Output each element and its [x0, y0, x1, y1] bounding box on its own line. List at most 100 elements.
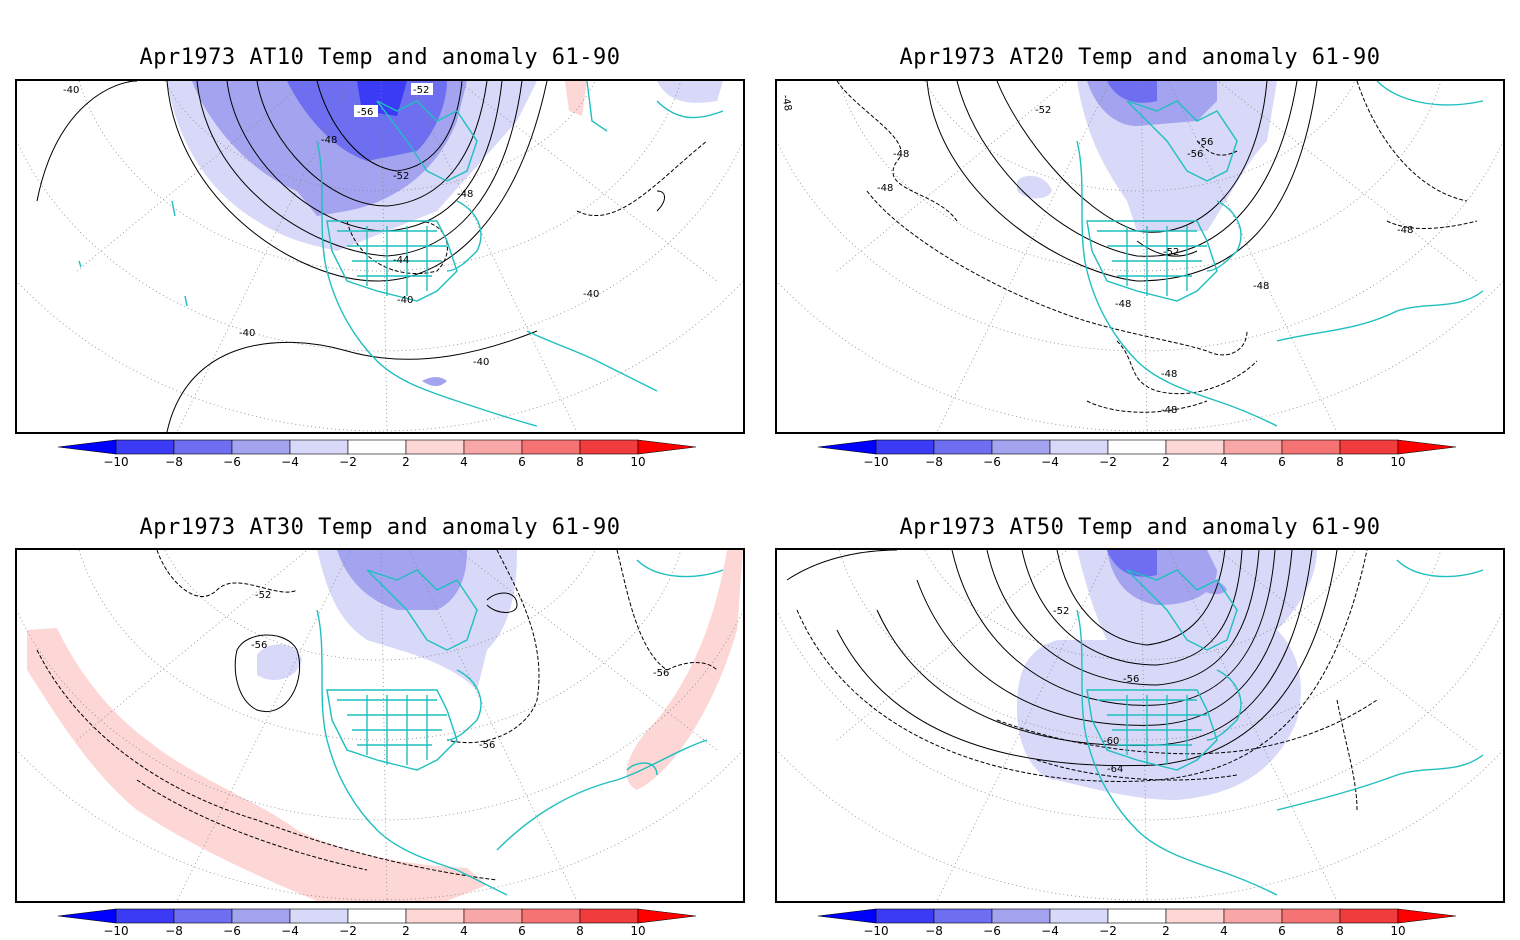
- colorbar-swatch: [463, 908, 523, 924]
- coastline: [78, 81, 724, 427]
- coastline: [1076, 81, 1484, 427]
- contour-label: -48: [1397, 225, 1413, 236]
- colorbar-tick-label: 4: [1220, 455, 1228, 469]
- colorbar-swatch: [991, 439, 1051, 455]
- colorbar-swatch: [173, 908, 233, 924]
- contour-label: -48: [457, 189, 473, 200]
- contour-label: -48: [779, 94, 793, 112]
- colorbar-swatch: [405, 908, 465, 924]
- anomaly-area: [1017, 175, 1052, 199]
- coastline: [1076, 559, 1484, 896]
- colorbar-tick-label: 8: [1336, 455, 1344, 469]
- colorbar-swatch: [818, 908, 877, 924]
- contour-label: -48: [1115, 299, 1131, 310]
- colorbar-swatch: [347, 908, 407, 924]
- anomaly-area: [1187, 578, 1227, 595]
- colorbar-tick-label: −2: [1099, 455, 1117, 469]
- colorbar-tick-label: −8: [925, 455, 943, 469]
- contour-label: -56: [1197, 137, 1213, 148]
- colorbar-swatch: [1049, 439, 1109, 455]
- colorbar-tick-label: 4: [460, 455, 468, 469]
- colorbar-swatch: [463, 439, 523, 455]
- colorbar-swatch: [1223, 439, 1283, 455]
- colorbar-tick-label: −2: [339, 924, 357, 938]
- anomaly-area: [422, 377, 447, 386]
- contour-labels: -52 -56 -56 -56: [251, 590, 669, 751]
- colorbar-tick-label: −4: [281, 455, 299, 469]
- colorbar-tick-label: −8: [165, 924, 183, 938]
- anomaly-area: [1107, 81, 1157, 103]
- contour-label: -44: [393, 255, 409, 266]
- colorbar-tick-label: −6: [223, 924, 241, 938]
- colorbar-tick-label: −4: [1041, 924, 1059, 938]
- colorbar-swatch: [818, 439, 877, 455]
- colorbar-tick-label: 10: [630, 455, 645, 469]
- colorbar-tick-label: 2: [1162, 924, 1170, 938]
- colorbar-tick-label: −2: [339, 455, 357, 469]
- contour-label: -56: [1123, 674, 1139, 685]
- contour-label: -52: [1053, 606, 1069, 617]
- colorbar-tick-label: −10: [103, 924, 128, 938]
- colorbar-swatch: [1223, 908, 1283, 924]
- colorbar-tick-label: 10: [1390, 455, 1405, 469]
- colorbar-tick-label: 6: [1278, 455, 1286, 469]
- anomaly-area: [626, 550, 743, 790]
- colorbar-swatch: [289, 908, 349, 924]
- colorbar-swatch: [1107, 439, 1167, 455]
- colorbar-tick-label: −4: [1041, 455, 1059, 469]
- colorbar-tick-label: 8: [1336, 924, 1344, 938]
- colorbar-tick-label: 8: [576, 455, 584, 469]
- anomaly-area: [257, 644, 302, 680]
- colorbar-swatch: [875, 908, 935, 924]
- colorbar-tick-label: 6: [518, 455, 526, 469]
- colorbar-swatch: [933, 439, 993, 455]
- colorbar-swatch: [1107, 908, 1167, 924]
- colorbar-swatch: [991, 908, 1051, 924]
- contour-label: -48: [877, 183, 893, 194]
- contour-label: -56: [1187, 149, 1203, 160]
- colorbar-swatch: [1165, 908, 1225, 924]
- anomaly-area: [565, 81, 587, 116]
- lat-lon-grid: [777, 550, 1503, 901]
- colorbar-swatch: [637, 439, 697, 455]
- contour-label: -48: [1161, 405, 1177, 416]
- contour-label: -40: [239, 328, 255, 339]
- map-at50: -52 -56 -60 -64: [775, 548, 1505, 903]
- colorbar-swatch: [58, 908, 117, 924]
- colorbar-tick-label: 10: [1390, 924, 1405, 938]
- panel-title: Apr1973 AT10 Temp and anomaly 61-90: [139, 45, 621, 70]
- colorbar: −10 −8 −6 −4 −2 2 4 6 8 10: [818, 908, 1457, 938]
- panel-title: Apr1973 AT20 Temp and anomaly 61-90: [899, 45, 1381, 70]
- contour-label: -40: [583, 289, 599, 300]
- contour-label: -48: [1161, 369, 1177, 380]
- lat-lon-grid: [777, 81, 1503, 432]
- colorbar-swatch: [1165, 439, 1225, 455]
- contour-label: -40: [473, 357, 489, 368]
- colorbar: −10 −8 −6 −4 −2 2 4 6 8 10: [58, 908, 697, 938]
- contour-label: -52: [393, 171, 409, 182]
- colorbar-tick-label: 10: [630, 924, 645, 938]
- coastline: [316, 559, 724, 896]
- colorbar-swatch: [1397, 439, 1457, 455]
- anomaly-area: [657, 81, 723, 103]
- colorbar-swatch: [579, 908, 639, 924]
- colorbar-swatch: [289, 439, 349, 455]
- contour-label: -48: [1253, 281, 1269, 292]
- contour-label: -56: [479, 740, 495, 751]
- colorbar-swatch: [521, 439, 581, 455]
- colorbar-swatch: [231, 439, 291, 455]
- contour-label: -52: [1163, 247, 1179, 258]
- colorbar-tick-label: 2: [402, 455, 410, 469]
- colorbar-tick-label: −6: [223, 455, 241, 469]
- colorbar-swatch: [579, 439, 639, 455]
- colorbar-swatch: [1397, 908, 1457, 924]
- contour-labels: -48 -52 -48 -48 -56 -56 -52 -48 -48 -48 …: [779, 94, 1413, 416]
- colorbar-tick-label: −10: [103, 455, 128, 469]
- temperature-contours: [36, 550, 718, 881]
- colorbar-swatch: [637, 908, 697, 924]
- colorbar-swatch: [521, 908, 581, 924]
- colorbar-tick-label: 4: [1220, 924, 1228, 938]
- contour-label: -52: [255, 590, 271, 601]
- contour-labels: -52 -56 -60 -64: [1053, 606, 1139, 775]
- contour-label: -56: [357, 107, 373, 118]
